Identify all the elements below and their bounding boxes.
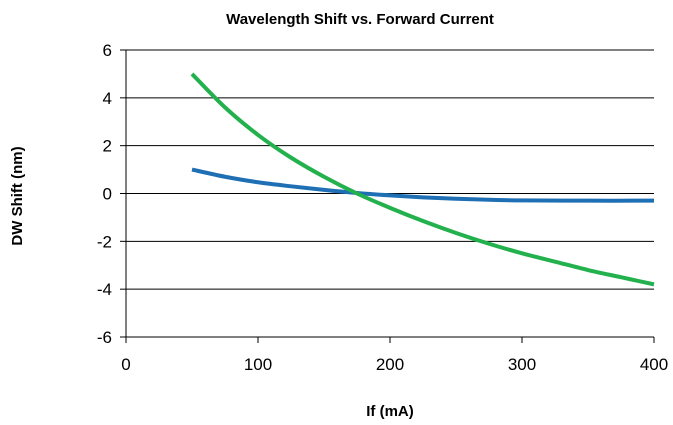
x-axis-label: If (mA) xyxy=(366,403,414,420)
x-tick-label-0: 0 xyxy=(121,355,130,374)
y-tick-label-0: 6 xyxy=(103,41,112,60)
x-tick-label-1: 100 xyxy=(244,355,272,374)
y-tick-label-5: -4 xyxy=(97,280,112,299)
y-tick-label-1: 4 xyxy=(103,89,112,108)
x-tick-label-2: 200 xyxy=(376,355,404,374)
tick-labels: 6 4 2 0 -2 -4 -6 0 100 200 300 400 xyxy=(97,41,668,374)
y-tick-label-4: -2 xyxy=(97,232,112,251)
series-line-1 xyxy=(190,72,655,287)
y-axis-label: DW Shift (nm) xyxy=(9,146,26,245)
x-tick-label-4: 400 xyxy=(640,355,668,374)
y-tick-label-2: 2 xyxy=(103,137,112,156)
x-tick-label-3: 300 xyxy=(508,355,536,374)
series-layer xyxy=(190,72,655,287)
y-tick-label-3: 0 xyxy=(103,185,112,204)
y-tick-label-6: -6 xyxy=(97,328,112,347)
chart-title: Wavelength Shift vs. Forward Current xyxy=(226,11,494,28)
series-line-0 xyxy=(191,167,655,203)
